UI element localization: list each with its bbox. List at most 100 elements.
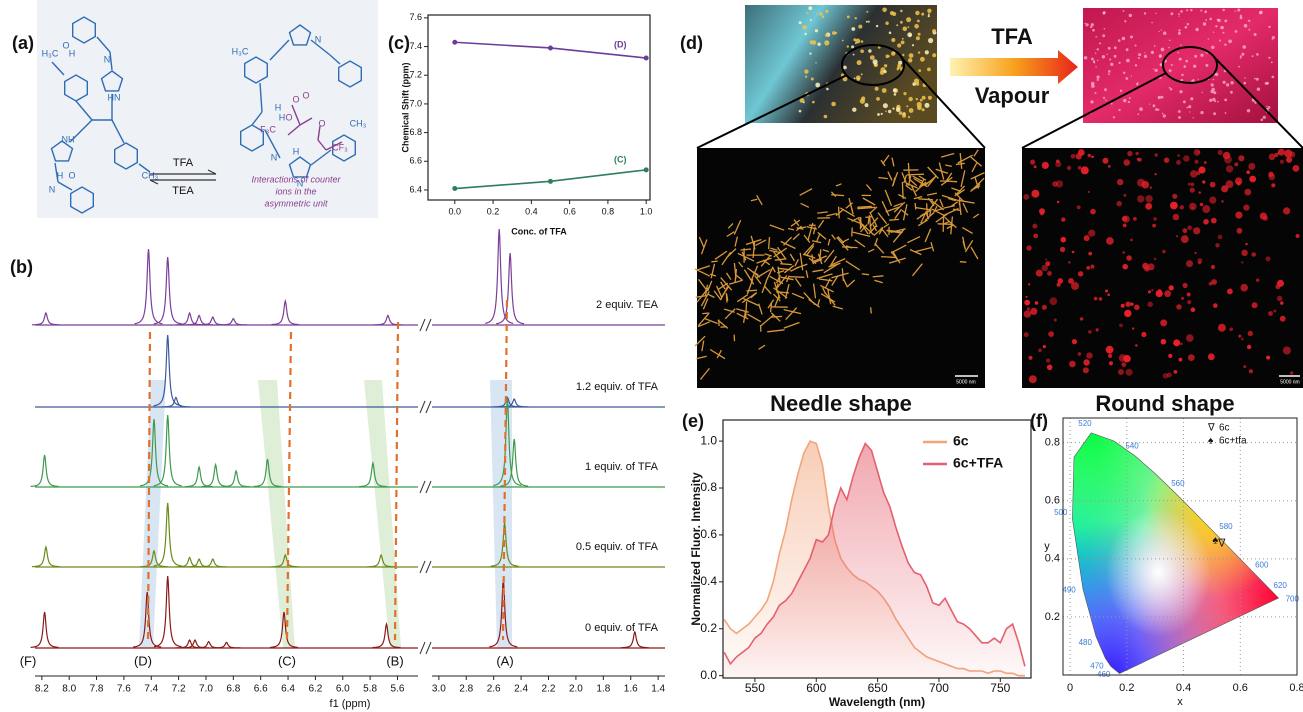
needle <box>769 237 770 249</box>
droplet <box>1249 176 1256 183</box>
point <box>548 179 553 184</box>
figure: OHNH₃CHNNHCH₃NOHNH₃CHF₃COOHOOCF₃HNNCH₃ T… <box>0 0 1303 712</box>
x-tick-label: 0.0 <box>449 206 462 216</box>
droplet <box>1189 203 1196 210</box>
droplet <box>1042 305 1047 310</box>
droplet <box>1187 293 1191 297</box>
speck <box>909 53 914 58</box>
droplet <box>1108 165 1111 168</box>
speck <box>1153 104 1156 107</box>
speck <box>832 31 836 35</box>
speck <box>1151 51 1154 54</box>
x-tick-label: 600 <box>806 681 826 695</box>
speck <box>1144 12 1146 14</box>
speck <box>1109 59 1111 61</box>
speck <box>897 64 901 68</box>
speck <box>900 21 903 24</box>
y-tick-label: 0.4 <box>1045 553 1060 565</box>
speck <box>1135 64 1137 66</box>
droplet <box>1176 235 1178 237</box>
speck <box>1102 34 1105 37</box>
speck <box>1159 56 1161 58</box>
droplet <box>1099 297 1103 301</box>
speck <box>1238 66 1240 68</box>
speck <box>1205 64 1208 67</box>
speck <box>1240 55 1242 57</box>
droplet <box>1088 191 1090 193</box>
droplet <box>1151 289 1153 291</box>
speck <box>1113 116 1115 118</box>
droplet <box>1283 347 1291 355</box>
speck <box>1091 58 1094 61</box>
speck <box>857 60 862 65</box>
speck <box>1103 12 1106 15</box>
needle <box>831 195 844 196</box>
speck <box>870 55 875 60</box>
speck <box>914 24 919 29</box>
droplet <box>1190 188 1195 193</box>
droplet <box>1211 218 1217 224</box>
gamut-fill <box>1070 418 1280 675</box>
speck <box>804 69 808 73</box>
speck <box>897 68 899 70</box>
droplet <box>1240 284 1248 292</box>
droplet <box>1138 158 1142 162</box>
speck <box>1085 23 1086 24</box>
peak <box>202 465 230 487</box>
x-tick-label: 2.4 <box>514 684 528 695</box>
wavelength-label: 540 <box>1125 441 1139 450</box>
speck <box>1268 57 1270 59</box>
speck <box>1162 113 1164 115</box>
speck <box>908 26 910 28</box>
droplet <box>1028 283 1030 285</box>
speck <box>897 43 901 47</box>
speck <box>912 44 914 46</box>
droplet <box>1278 149 1285 156</box>
speck <box>1180 44 1181 45</box>
x-axis-title: x <box>1177 696 1183 708</box>
speck <box>876 25 878 27</box>
droplet <box>1078 166 1082 170</box>
peak <box>154 257 182 324</box>
droplet <box>1124 310 1131 317</box>
speck <box>875 87 879 91</box>
needle <box>702 313 709 314</box>
y-tick-label: 0.2 <box>1045 611 1060 623</box>
droplet <box>1197 258 1202 263</box>
y-tick-label: 7.6 <box>409 12 422 22</box>
speck <box>901 41 905 45</box>
speck <box>1130 36 1133 39</box>
x-tick-label: 700 <box>929 681 949 695</box>
droplet <box>1126 255 1132 261</box>
x-tick-label: 5.8 <box>363 684 377 695</box>
speck <box>1095 92 1097 94</box>
droplet <box>1072 339 1077 344</box>
spectrum-chart: 0.00.20.40.60.81.0550600650700750Wavelen… <box>689 420 1031 709</box>
x-tick-label: 2.6 <box>487 684 501 695</box>
droplet <box>1061 237 1067 243</box>
speck <box>932 29 936 33</box>
speck <box>1224 20 1227 23</box>
speck <box>1256 53 1259 56</box>
speck <box>1224 99 1227 102</box>
droplet <box>1147 302 1153 308</box>
droplet <box>1234 162 1238 166</box>
atom-label: H <box>275 102 282 112</box>
speck <box>1186 9 1188 11</box>
droplet <box>1168 354 1172 358</box>
speck <box>855 42 857 44</box>
speck <box>882 8 887 13</box>
speck <box>1240 16 1243 19</box>
droplet <box>1133 217 1137 221</box>
speck <box>1254 78 1256 80</box>
droplet <box>1188 183 1191 186</box>
peak <box>31 612 59 647</box>
speck <box>1126 48 1129 51</box>
speck <box>812 101 815 104</box>
speck <box>805 33 807 35</box>
y-axis-title: Normalized Fluor. Intensity <box>689 472 703 626</box>
x-tick-label: 2.2 <box>542 684 556 695</box>
legend-label: 6c+TFA <box>953 455 1003 471</box>
speck <box>925 50 929 54</box>
